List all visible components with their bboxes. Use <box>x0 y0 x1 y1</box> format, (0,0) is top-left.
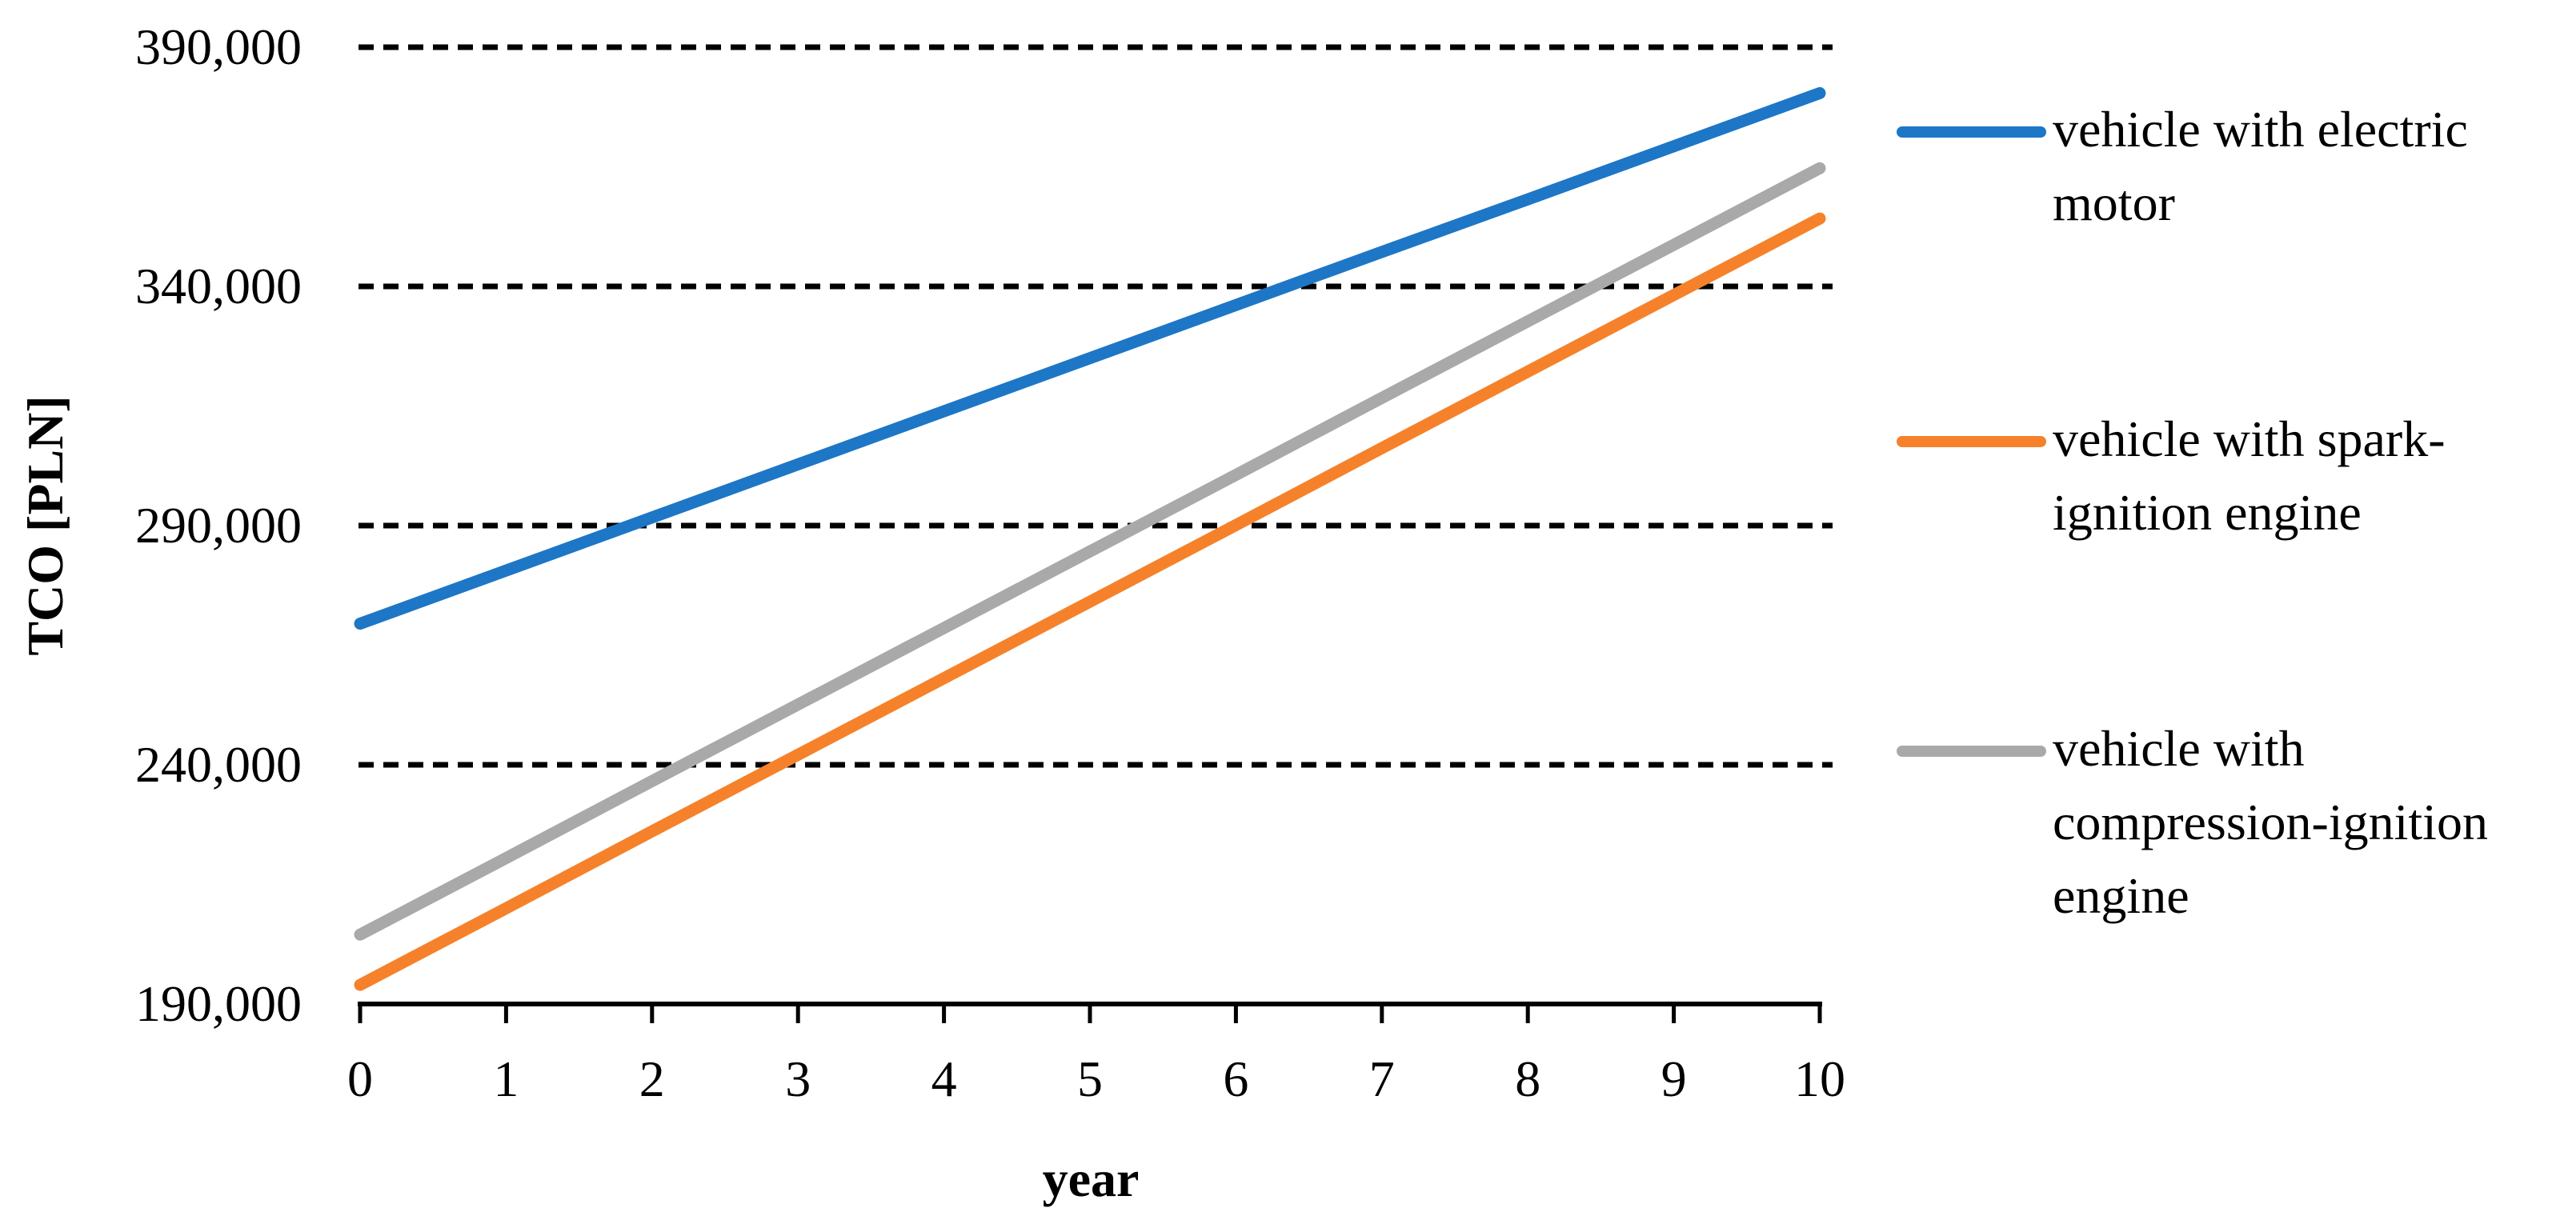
x-tick-label-0: 0 <box>347 1050 373 1107</box>
y-tick-label-2: 290,000 <box>135 497 302 554</box>
y-tick-label-3: 340,000 <box>135 258 302 314</box>
legend-label-2-line-2: engine <box>2053 867 2189 924</box>
x-tick-label-5: 5 <box>1077 1050 1103 1107</box>
x-tick-label-6: 6 <box>1223 1050 1248 1107</box>
legend-label-2-line-0: vehicle with <box>2053 720 2305 777</box>
x-tick-label-1: 1 <box>493 1050 519 1107</box>
x-axis-title: year <box>1042 1150 1140 1207</box>
legend-label-0-line-0: vehicle with electric <box>2053 101 2468 158</box>
y-tick-label-1: 240,000 <box>135 736 302 793</box>
x-tick-label-4: 4 <box>931 1050 957 1107</box>
legend-label-1-line-1: ignition engine <box>2053 484 2362 541</box>
series-line-2 <box>354 162 1826 941</box>
x-tick-label-10: 10 <box>1794 1050 1845 1107</box>
y-tick-label-0: 190,000 <box>135 975 302 1032</box>
series-line-1 <box>354 212 1826 991</box>
series-line-0 <box>354 86 1826 630</box>
legend-label-2-line-1: compression-ignition <box>2053 794 2488 850</box>
legend-label-0-line-1: motor <box>2053 174 2175 231</box>
x-tick-label-2: 2 <box>639 1050 665 1107</box>
x-tick-label-7: 7 <box>1369 1050 1395 1107</box>
x-tick-label-9: 9 <box>1661 1050 1687 1107</box>
legend-label-1-line-0: vehicle with spark- <box>2053 410 2446 467</box>
y-tick-label-4: 390,000 <box>135 18 302 75</box>
y-axis-title: TCO [PLN] <box>17 395 74 656</box>
x-tick-label-3: 3 <box>785 1050 811 1107</box>
x-tick-label-8: 8 <box>1515 1050 1540 1107</box>
